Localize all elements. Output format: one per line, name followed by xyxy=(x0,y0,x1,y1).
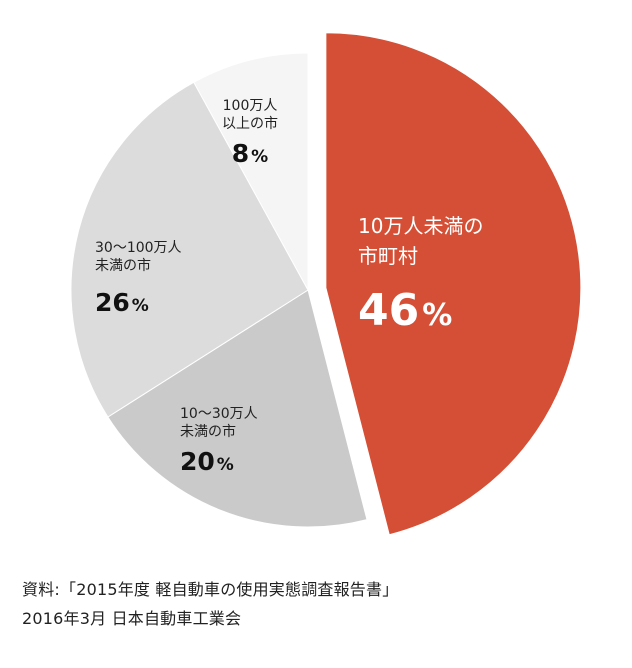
pie-slice-2 xyxy=(107,289,368,528)
slice-3-category-line-1: 30～100万人 xyxy=(95,240,182,256)
pie-slice-1 xyxy=(325,32,582,536)
source-line-2: 2016年3月 日本自動車工業会 xyxy=(22,609,242,628)
slice-4-category-line-1: 100万人 xyxy=(223,98,278,114)
source-note: 資料:「2015年度 軽自動車の使用実態調査報告書」 2016年3月 日本自動車… xyxy=(22,575,622,633)
slice-1-percent-label: 46% xyxy=(358,285,452,336)
slice-3-category-line-2: 未満の市 xyxy=(95,257,151,274)
slice-4-category-line-2: 以上の市 xyxy=(222,115,278,132)
slice-1-category-line-1: 10万人未満の xyxy=(358,214,483,238)
pie-slices xyxy=(70,32,582,536)
slice-3-percent-label: 26% xyxy=(95,288,149,317)
slice-2-category-line-1: 10～30万人 xyxy=(180,406,258,422)
pie-slice-4 xyxy=(193,52,309,291)
slice-1-category-line-2: 市町村 xyxy=(358,244,418,268)
slice-2-category-line-2: 未満の市 xyxy=(180,423,236,440)
slice-2-percent-label: 20% xyxy=(180,447,234,476)
slice-4-percent-label: 8% xyxy=(232,139,268,168)
pie-slice-3 xyxy=(70,81,309,418)
source-line-1: 資料:「2015年度 軽自動車の使用実態調査報告書」 xyxy=(22,580,399,599)
